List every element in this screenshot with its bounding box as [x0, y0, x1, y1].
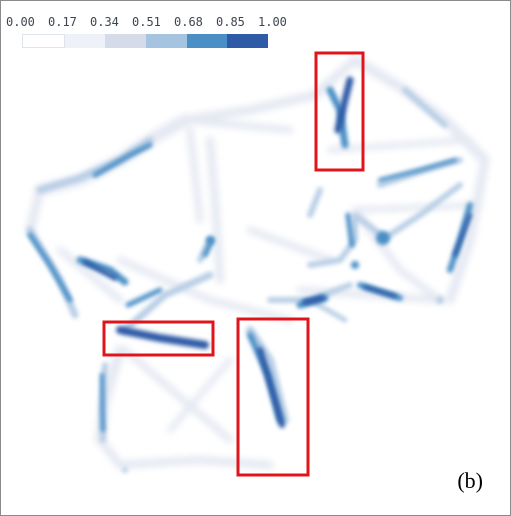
scale-tick-label: 1.00 — [258, 15, 287, 29]
scale-swatch — [186, 34, 228, 48]
joints — [122, 231, 444, 473]
joint — [206, 236, 214, 244]
member — [307, 187, 323, 218]
joint — [351, 261, 359, 269]
highlight-box — [236, 317, 310, 477]
member — [56, 246, 124, 304]
member — [363, 285, 397, 298]
member — [206, 136, 224, 284]
joint — [376, 231, 390, 245]
member — [121, 271, 214, 334]
member — [352, 202, 483, 213]
base-network — [25, 55, 490, 470]
member — [167, 357, 233, 433]
member — [352, 182, 463, 242]
scale-tick-label: 0.34 — [90, 15, 119, 29]
member — [310, 55, 360, 100]
member — [257, 347, 285, 428]
member — [327, 137, 473, 153]
member — [402, 87, 448, 128]
member — [96, 436, 274, 470]
scale-tick-label: 0.51 — [132, 15, 161, 29]
scale-tick-label: 0.68 — [174, 15, 203, 29]
highlight-box — [314, 51, 365, 172]
joint — [436, 296, 444, 304]
member — [121, 346, 234, 444]
joint — [122, 467, 128, 473]
scale-swatch — [227, 34, 269, 48]
member — [36, 136, 154, 194]
scale-swatch — [22, 34, 65, 48]
member — [34, 114, 191, 196]
highlight-box — [102, 320, 215, 357]
highlight-boxes — [102, 51, 365, 477]
member — [296, 286, 444, 304]
scale-tick-label: 0.00 — [6, 15, 35, 29]
member — [445, 155, 490, 305]
member — [92, 142, 153, 178]
member — [302, 295, 325, 305]
member — [116, 256, 294, 324]
member — [345, 212, 355, 248]
member — [453, 213, 472, 257]
scale-swatch — [64, 34, 106, 48]
color-scale-bar — [22, 34, 269, 48]
member — [27, 232, 73, 303]
scale-swatch — [146, 34, 187, 48]
member — [307, 212, 358, 268]
member — [246, 326, 289, 424]
member — [334, 76, 354, 134]
scale-tick-label: 0.17 — [48, 15, 77, 29]
scale-swatch — [105, 34, 147, 48]
scale-tick-label: 0.85 — [216, 15, 245, 29]
member — [246, 226, 334, 264]
member — [100, 373, 105, 432]
member — [82, 259, 118, 281]
member — [186, 126, 204, 224]
peak-network — [82, 76, 472, 428]
member — [116, 326, 209, 349]
member — [180, 90, 320, 125]
panel-label: (b) — [457, 468, 483, 493]
member — [25, 185, 45, 235]
member — [378, 158, 457, 182]
member — [181, 116, 294, 134]
high-network — [27, 86, 473, 432]
color-scale-labels: 0.00 0.17 0.34 0.51 0.68 0.85 1.00 — [6, 15, 296, 31]
member — [125, 287, 163, 308]
